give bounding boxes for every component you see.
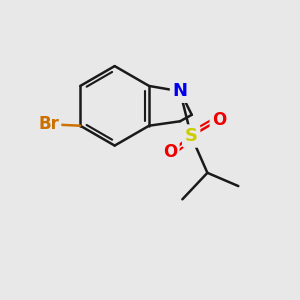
Text: O: O (212, 111, 226, 129)
Text: O: O (163, 143, 177, 161)
Text: Br: Br (38, 115, 59, 133)
Text: S: S (185, 127, 198, 145)
Text: N: N (172, 82, 188, 100)
